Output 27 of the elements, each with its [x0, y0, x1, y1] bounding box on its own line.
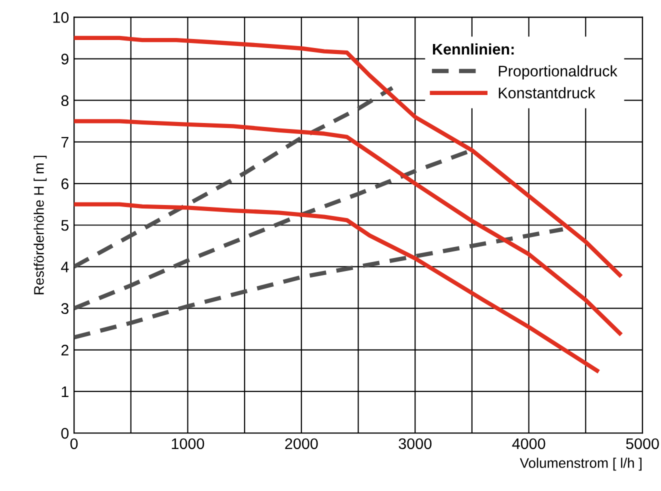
- y-tick-label: 7: [61, 136, 68, 148]
- y-tick-label: 5: [61, 220, 69, 231]
- x-tick-label: 3000: [398, 438, 432, 450]
- y-tick-label: 8: [61, 95, 69, 106]
- y-tick-label: 9: [61, 54, 68, 64]
- x-tick-label: 1000: [172, 438, 204, 450]
- y-axis-title: Restförderhöhe H [ m ]: [34, 156, 47, 294]
- x-tick-label: 2000: [285, 438, 318, 450]
- legend-label: Proportionaldruck: [498, 65, 618, 80]
- line-series: [74, 119, 622, 336]
- y-tick-label: 6: [61, 178, 68, 190]
- y-tick-label: 4: [61, 262, 69, 272]
- y-tick-label: 0: [61, 428, 69, 439]
- y-tick-label: 3: [61, 303, 68, 314]
- x-tick-label: 4000: [512, 438, 546, 450]
- x-tick-label: 0: [70, 438, 78, 450]
- y-tick-label: 10: [53, 12, 69, 23]
- y-tick-label: 1: [62, 386, 68, 398]
- y-tick-label: 2: [61, 344, 68, 356]
- line-series: [74, 202, 600, 373]
- line-series: [74, 227, 565, 340]
- line-series: [74, 36, 622, 278]
- legend-label: Konstantdruck: [498, 87, 596, 98]
- x-tick-label: 5000: [626, 438, 659, 450]
- legend-title: Kennlinien:: [432, 43, 514, 55]
- line-series: [74, 86, 394, 269]
- x-axis-title: Volumenstrom [ l/h ]: [520, 458, 642, 471]
